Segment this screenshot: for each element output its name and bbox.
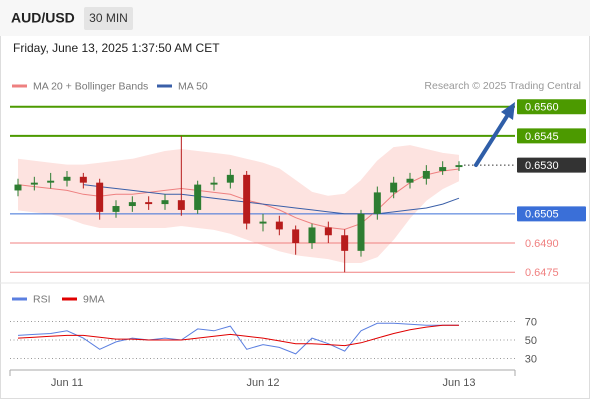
candle-body <box>47 180 55 183</box>
level-label: 0.6490 <box>525 238 559 250</box>
candle-body <box>324 227 332 236</box>
candle-body <box>161 200 169 205</box>
level-label: 0.6560 <box>525 102 559 114</box>
plot-layer: 0.6560 0.6545 0.6530 0.6505 0.6490 0.6475 MA 2… <box>10 80 586 389</box>
bollinger-upper <box>17 145 460 197</box>
candle-body <box>30 182 38 185</box>
y-tick-label: 50 <box>525 335 537 347</box>
level-label: 0.6505 <box>525 209 559 221</box>
level-label-box <box>517 206 586 222</box>
level-label: 0.6545 <box>525 131 559 143</box>
rsi-line <box>17 322 459 355</box>
legend-label: RSI <box>33 293 51 305</box>
candle-body <box>14 184 22 191</box>
legend-label: MA 20 + Bollinger Bands <box>33 80 148 92</box>
timeframe-box <box>84 7 133 30</box>
bollinger-lower <box>17 180 460 263</box>
candle-body <box>390 182 398 193</box>
forecast-arrow <box>474 111 511 167</box>
candle-body <box>406 178 414 183</box>
forecast-arrowhead <box>501 102 515 120</box>
x-tick-label: Jun 12 <box>246 377 279 389</box>
candle-body <box>79 176 87 183</box>
x-tick-label: Jun 13 <box>442 377 475 389</box>
level-label: 0.6530 <box>525 160 559 172</box>
candle-body <box>226 174 234 183</box>
bollinger-fill <box>18 145 459 263</box>
candle-body <box>373 192 381 214</box>
y-tick-label: 70 <box>525 316 537 328</box>
candle-body <box>96 182 104 212</box>
candle-body <box>422 170 430 179</box>
candle-body <box>145 202 153 205</box>
level-label-box <box>517 99 586 115</box>
rsi-line <box>17 324 459 347</box>
candle-body <box>341 235 349 251</box>
candle-body <box>210 182 218 185</box>
legend-label: MA 50 <box>178 80 208 92</box>
candle-body <box>308 227 316 244</box>
datetime: Friday, June 13, 2025 1:37:50 AM CET <box>13 41 220 55</box>
ma-line <box>83 184 460 215</box>
source: Research © 2025 Trading Central <box>424 80 581 92</box>
timeframe: 30 MIN <box>89 11 128 25</box>
candle-body <box>275 221 283 230</box>
candle-body <box>63 176 71 181</box>
symbol: AUD/USD <box>11 10 75 26</box>
level-label-box <box>517 128 586 144</box>
candle-body <box>128 202 136 207</box>
candle-body <box>259 221 267 224</box>
candle-body <box>439 167 447 171</box>
x-tick-label: Jun 11 <box>51 377 83 389</box>
ma-line <box>17 168 460 230</box>
legend-label: 9MA <box>83 293 105 305</box>
level-label: 0.6475 <box>525 267 559 279</box>
candle-body <box>177 200 185 210</box>
level-label-box <box>517 157 586 173</box>
candle-body <box>455 165 463 168</box>
candle-body <box>357 213 365 251</box>
candle-body <box>292 229 300 244</box>
candle-body <box>112 206 120 212</box>
y-tick-label: 30 <box>525 353 537 365</box>
candle-body <box>194 184 202 210</box>
candle-body <box>243 174 251 224</box>
